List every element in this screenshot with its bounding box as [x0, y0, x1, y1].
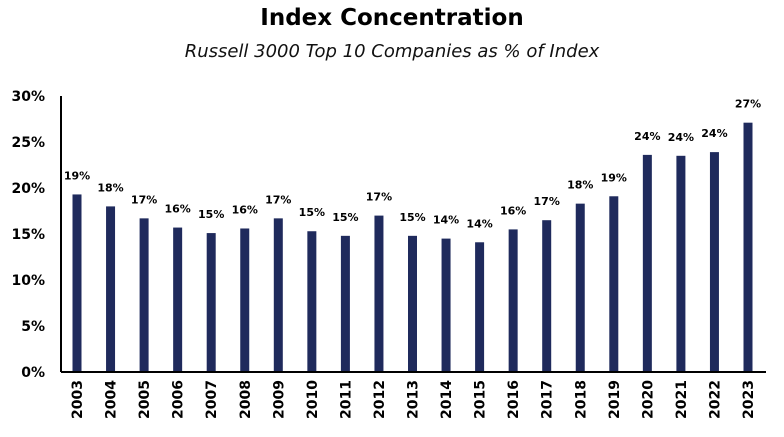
bar: [340, 235, 350, 372]
data-label: 27%: [735, 98, 761, 111]
data-label: 16%: [232, 203, 258, 216]
y-tick-label: 10%: [11, 273, 45, 289]
y-tick-label: 30%: [11, 89, 45, 105]
data-label: 16%: [500, 204, 526, 217]
data-label: 15%: [198, 208, 224, 221]
y-axis: 0% 5% 10% 15% 20% 25% 30%: [11, 89, 62, 381]
x-tick-label: 2022: [707, 380, 723, 419]
bar: [441, 238, 451, 372]
bar: [408, 235, 417, 372]
data-label: 16%: [164, 203, 190, 216]
bar: [139, 218, 149, 372]
y-tick-label: 20%: [11, 181, 45, 197]
bar: [307, 231, 317, 372]
data-label: 17%: [265, 193, 291, 206]
data-label: 15%: [299, 206, 325, 219]
x-tick-label: 2012: [372, 380, 388, 419]
data-label: 17%: [131, 193, 157, 206]
x-tick-label: 2010: [305, 380, 321, 419]
x-tick-label: 2004: [104, 380, 120, 419]
bar: [676, 155, 686, 372]
data-label: 17%: [534, 195, 560, 208]
x-tick-label: 2006: [171, 380, 187, 419]
y-tick-label: 0%: [21, 365, 45, 381]
data-label: 18%: [567, 179, 593, 192]
bar: [709, 152, 719, 372]
bar: [609, 196, 619, 372]
x-axis: 2003 2004 2005 2006 2007 2008 2009 2010 2011 2012…: [61, 371, 766, 419]
data-label: 19%: [601, 171, 627, 184]
data-label: 17%: [366, 191, 392, 204]
x-tick-label: 2015: [473, 380, 489, 419]
x-tick-label: 2005: [137, 380, 153, 419]
x-tick-label: 2018: [573, 380, 589, 419]
x-tick-label: 2016: [506, 380, 522, 419]
bar: [542, 220, 552, 372]
bar: [374, 215, 384, 372]
bar: [206, 233, 216, 372]
bars: [72, 122, 753, 373]
chart-title: Index Concentration: [260, 5, 524, 31]
x-tick-label: 2013: [406, 380, 422, 419]
data-label: 15%: [399, 211, 425, 224]
bar: [72, 194, 82, 372]
y-tick-label: 15%: [11, 227, 45, 243]
bar: [642, 154, 652, 372]
y-tick-label: 25%: [11, 135, 45, 151]
x-tick-label: 2011: [338, 380, 354, 419]
data-label: 24%: [701, 127, 727, 140]
x-tick-label: 2008: [238, 380, 254, 419]
x-tick-label: 2014: [439, 380, 455, 419]
bar: [575, 203, 585, 372]
bar: [106, 206, 116, 372]
x-tick-label: 2021: [674, 380, 690, 419]
data-label: 14%: [433, 214, 459, 227]
x-tick-label: 2003: [70, 380, 86, 419]
x-tick-label: 2009: [271, 380, 287, 419]
data-label: 24%: [634, 130, 660, 143]
data-label: 15%: [332, 211, 358, 224]
data-labels: 19% 18% 17% 16% 15% 16% 17% 15% 15% 17% 15% 14% 14% 1…: [64, 98, 761, 231]
bar: [508, 229, 518, 372]
data-label: 19%: [64, 169, 90, 182]
x-tick-label: 2020: [640, 380, 656, 419]
bar: [273, 218, 283, 372]
bar: [173, 227, 183, 372]
chart-subtitle: Russell 3000 Top 10 Companies as % of In…: [184, 41, 600, 62]
data-label: 24%: [668, 131, 694, 144]
data-label: 14%: [466, 217, 492, 230]
x-tick-label: 2019: [607, 380, 623, 419]
x-tick-label: 2017: [540, 380, 556, 419]
bar: [240, 228, 250, 372]
x-tick-label: 2023: [741, 380, 757, 419]
y-tick-label: 5%: [21, 319, 45, 335]
x-tick-label: 2007: [204, 380, 220, 419]
bar: [475, 242, 485, 372]
data-label: 18%: [97, 181, 123, 194]
bar: [743, 122, 753, 373]
